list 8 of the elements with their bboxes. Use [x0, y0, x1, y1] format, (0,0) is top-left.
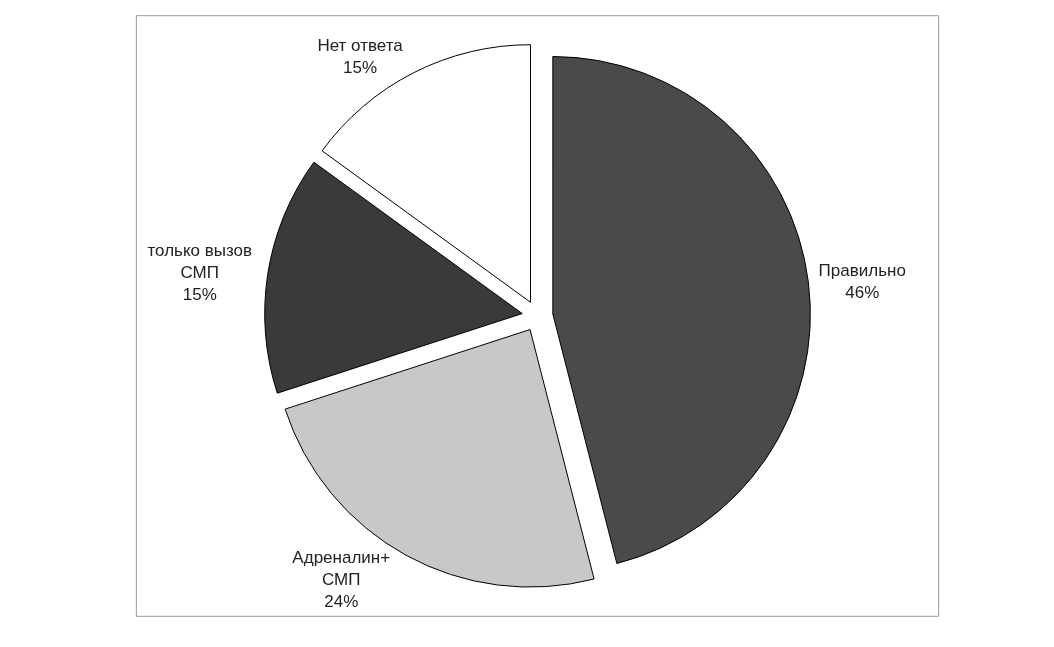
- slice-label: только вызов СМП: [147, 240, 253, 283]
- slice-label: Адреналин+ СМП: [292, 547, 391, 589]
- slice-label: Нет ответа: [317, 35, 404, 55]
- data-label: 15%: [182, 285, 217, 305]
- slice-label: Правильно: [818, 260, 906, 280]
- data-label: 24%: [324, 592, 359, 612]
- data-label: 15%: [343, 57, 378, 77]
- data-label: 46%: [845, 283, 880, 303]
